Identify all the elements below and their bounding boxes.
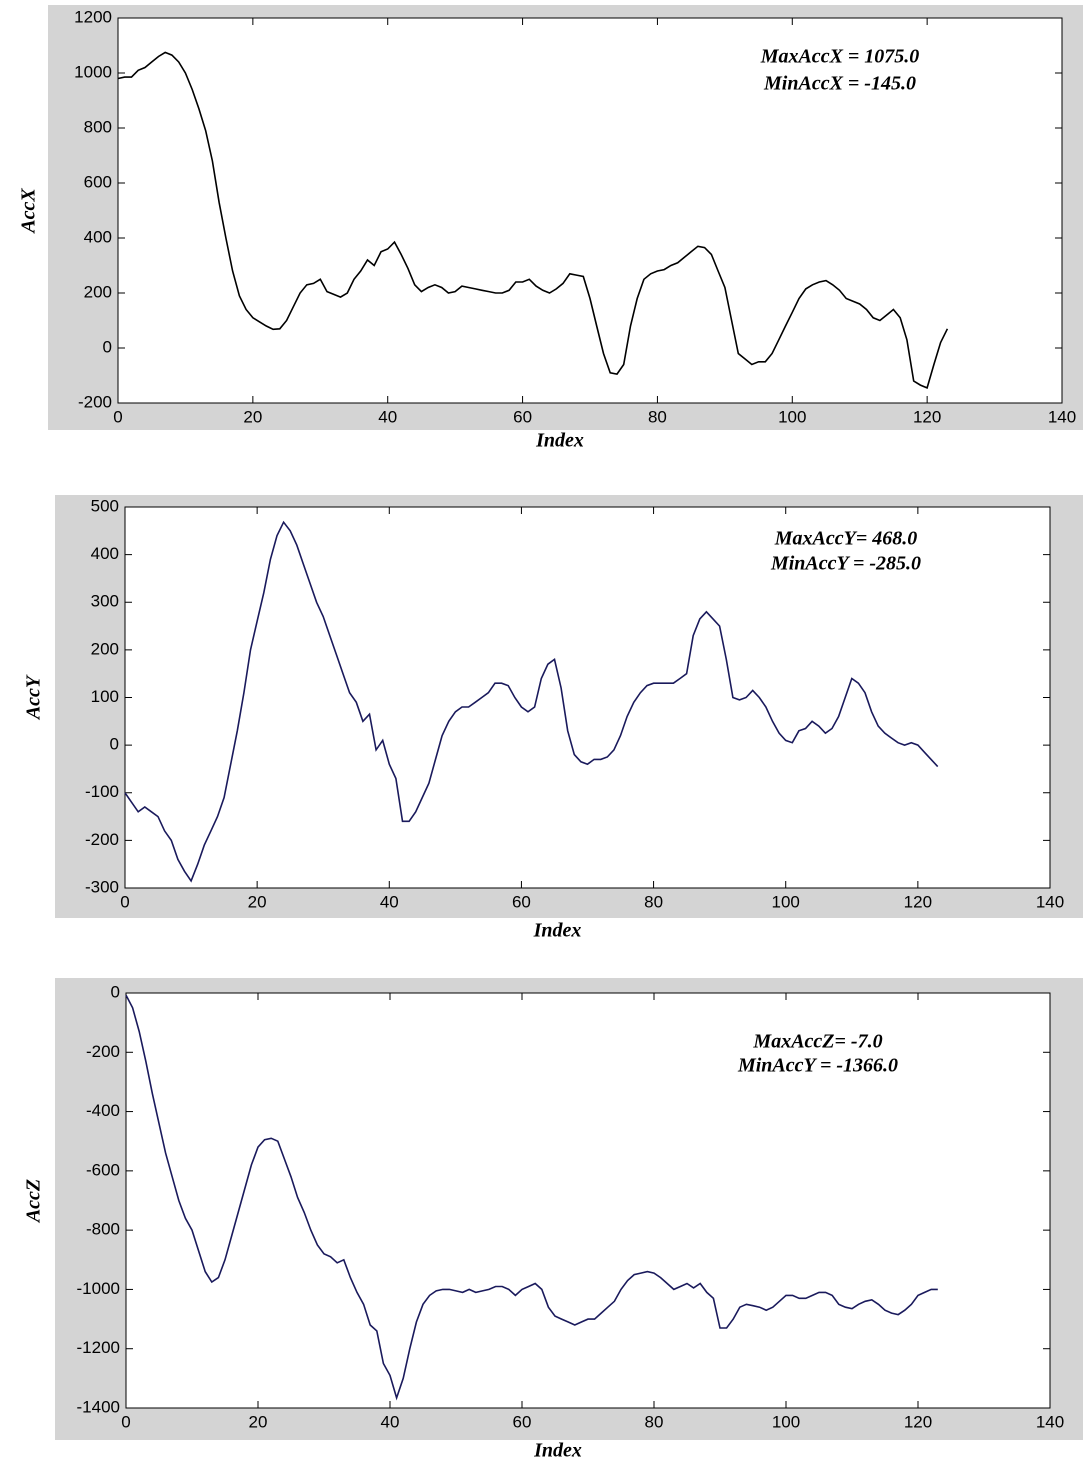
y-tick-label: -100 (85, 782, 119, 801)
y-tick-label: -200 (85, 830, 119, 849)
x-tick-label: 20 (249, 1412, 268, 1431)
y-tick-label: 800 (84, 117, 112, 136)
data-line (117, 51, 949, 389)
annotation: MinAccY = -285.0 (770, 553, 921, 575)
plot-area (124, 506, 1051, 889)
x-axis-label: Index (535, 430, 584, 452)
y-axis-label: AccZ (23, 1179, 45, 1224)
annotation: MaxAccY= 468.0 (774, 528, 918, 550)
x-tick-label: 20 (248, 892, 267, 911)
x-tick-label: 0 (120, 892, 129, 911)
x-tick-label: 140 (1036, 892, 1064, 911)
y-tick-label: 1000 (74, 62, 112, 81)
y-tick-label: 0 (103, 337, 112, 356)
x-tick-label: 80 (645, 1412, 664, 1431)
x-tick-label: 120 (904, 892, 932, 911)
plot-area (125, 992, 1051, 1409)
y-tick-label: -400 (86, 1101, 120, 1120)
y-tick-label: -600 (86, 1160, 120, 1179)
y-axis-label: AccX (18, 188, 40, 235)
y-tick-label: 200 (84, 282, 112, 301)
x-tick-label: 80 (644, 892, 663, 911)
x-tick-label: 100 (778, 407, 806, 426)
x-tick-label: 40 (380, 892, 399, 911)
y-tick-label: 400 (91, 544, 119, 563)
x-tick-label: 80 (648, 407, 667, 426)
y-tick-label: 0 (110, 735, 119, 754)
y-tick-label: -800 (86, 1220, 120, 1239)
y-axis-label: AccY (23, 674, 45, 721)
x-tick-label: 40 (381, 1412, 400, 1431)
annotation: MinAccY = -1366.0 (737, 1055, 898, 1077)
annotation: MinAccX = -145.0 (763, 73, 916, 95)
x-axis-label: Index (533, 1440, 582, 1462)
x-tick-label: 140 (1048, 407, 1076, 426)
y-tick-label: 300 (91, 592, 119, 611)
y-tick-label: -200 (86, 1042, 120, 1061)
x-tick-label: 100 (772, 1412, 800, 1431)
y-tick-label: 400 (84, 227, 112, 246)
y-tick-label: 600 (84, 172, 112, 191)
annotation: MaxAccZ= -7.0 (752, 1031, 882, 1053)
y-tick-label: 1200 (74, 7, 112, 26)
x-tick-label: 60 (513, 407, 532, 426)
x-tick-label: 60 (512, 892, 531, 911)
y-tick-label: -300 (85, 877, 119, 896)
y-tick-label: -1000 (77, 1279, 120, 1298)
x-tick-label: 140 (1036, 1412, 1064, 1431)
x-tick-label: 0 (121, 1412, 130, 1431)
x-tick-label: 100 (772, 892, 800, 911)
annotation: MaxAccX = 1075.0 (760, 46, 920, 68)
x-tick-label: 20 (243, 407, 262, 426)
y-tick-label: 500 (91, 496, 119, 515)
data-line (124, 520, 939, 883)
x-tick-label: 120 (904, 1412, 932, 1431)
y-tick-label: -200 (78, 392, 112, 411)
y-tick-label: 100 (91, 687, 119, 706)
y-tick-label: 200 (91, 639, 119, 658)
x-tick-label: 60 (513, 1412, 532, 1431)
y-tick-label: -1200 (77, 1338, 120, 1357)
x-tick-label: 120 (913, 407, 941, 426)
x-axis-label: Index (533, 920, 582, 942)
data-line (125, 994, 938, 1401)
y-tick-label: -1400 (77, 1397, 120, 1416)
y-tick-label: 0 (111, 982, 120, 1001)
plot-area (117, 17, 1063, 404)
x-tick-label: 40 (378, 407, 397, 426)
x-tick-label: 0 (113, 407, 122, 426)
